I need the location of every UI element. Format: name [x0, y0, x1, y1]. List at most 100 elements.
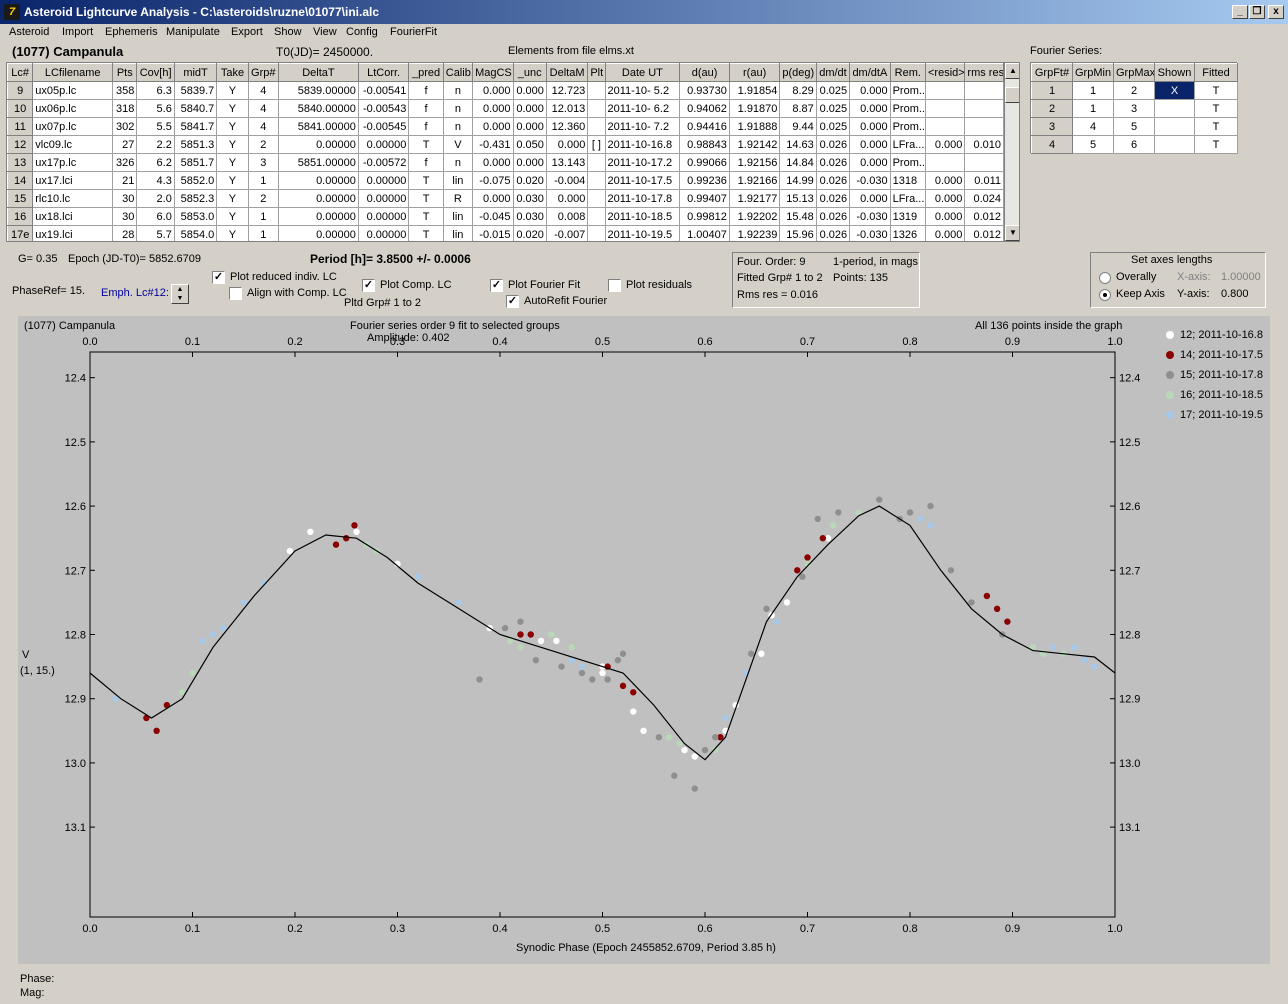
- lc-cell[interactable]: 12.013: [545, 99, 589, 118]
- lc-cell[interactable]: Y: [216, 225, 249, 241]
- lc-cell[interactable]: 0.000: [924, 171, 966, 190]
- lc-cell[interactable]: 2011-10-17.5: [604, 171, 681, 190]
- lc-col-header[interactable]: Rem.: [889, 63, 926, 82]
- lc-cell[interactable]: 0.026: [815, 171, 851, 190]
- lc-col-header[interactable]: dm/dtA: [849, 63, 891, 82]
- lc-cell[interactable]: f: [408, 117, 444, 136]
- lc-cell[interactable]: lin: [442, 207, 474, 226]
- lc-cell[interactable]: [587, 153, 606, 172]
- lc-cell[interactable]: -0.004: [545, 171, 589, 190]
- lc-cell[interactable]: 30: [112, 189, 138, 208]
- fourier-cell[interactable]: 2: [1113, 81, 1155, 100]
- fourier-cell[interactable]: 5: [1113, 117, 1155, 136]
- lc-cell[interactable]: 5852.0: [173, 171, 218, 190]
- lc-cell[interactable]: 0.99066: [679, 153, 730, 172]
- menu-export[interactable]: Export: [231, 26, 263, 38]
- lc-cell[interactable]: ux17p.lc: [32, 153, 114, 172]
- lc-cell[interactable]: -0.007: [545, 225, 589, 241]
- lc-cell[interactable]: 13.143: [545, 153, 589, 172]
- lc-cell[interactable]: 0.00000: [357, 135, 410, 154]
- lc-cell[interactable]: n: [442, 81, 474, 100]
- lc-row-header[interactable]: 14: [7, 171, 34, 190]
- lc-cell[interactable]: 302: [112, 117, 138, 136]
- lc-cell[interactable]: [964, 117, 1004, 136]
- lc-cell[interactable]: 5841.7: [173, 117, 218, 136]
- lc-cell[interactable]: 0.020: [512, 171, 547, 190]
- lc-row-header[interactable]: 11: [7, 117, 34, 136]
- lc-cell[interactable]: n: [442, 99, 474, 118]
- plot-comp-checkbox[interactable]: ✓: [362, 279, 375, 292]
- lc-table-row[interactable]: 13 ux17p.lc 326 6.2 5851.7 Y 3 5851.00000 -0.005…: [7, 153, 1004, 172]
- lc-cell[interactable]: 0.00000: [277, 225, 359, 241]
- lc-cell[interactable]: T: [408, 189, 444, 208]
- lc-cell[interactable]: 0.000: [545, 189, 589, 208]
- lc-col-header[interactable]: Lc#: [7, 63, 34, 82]
- menu-config[interactable]: Config: [346, 26, 378, 38]
- lc-cell[interactable]: 1.92202: [728, 207, 781, 226]
- lc-cell[interactable]: 0.011: [964, 171, 1004, 190]
- lc-cell[interactable]: [587, 117, 606, 136]
- lc-cell[interactable]: 0.000: [512, 81, 547, 100]
- lc-cell[interactable]: Y: [216, 135, 249, 154]
- lc-cell[interactable]: -0.030: [849, 225, 891, 241]
- lc-cell[interactable]: 0.000: [849, 135, 891, 154]
- lc-cell[interactable]: 27: [112, 135, 138, 154]
- lc-cell[interactable]: f: [408, 81, 444, 100]
- keep-axis-radio[interactable]: [1099, 289, 1111, 301]
- lc-cell[interactable]: Prom...: [889, 117, 926, 136]
- lc-cell[interactable]: 0.008: [545, 207, 589, 226]
- lc-cell[interactable]: 5.6: [136, 99, 175, 118]
- lc-cell[interactable]: 0.026: [815, 153, 851, 172]
- lc-cell[interactable]: 0.99407: [679, 189, 730, 208]
- lc-col-header[interactable]: midT: [173, 63, 218, 82]
- lc-cell[interactable]: 1.91854: [728, 81, 781, 100]
- fourier-cell[interactable]: T: [1194, 81, 1238, 100]
- lc-cell[interactable]: V: [442, 135, 474, 154]
- lc-cell[interactable]: 0.000: [472, 153, 514, 172]
- plot-residuals-checkbox[interactable]: [608, 279, 621, 292]
- lc-cell[interactable]: 1: [247, 225, 279, 241]
- lc-col-header[interactable]: dm/dt: [815, 63, 851, 82]
- lc-cell[interactable]: 0.026: [815, 189, 851, 208]
- lc-cell[interactable]: 0.000: [924, 189, 966, 208]
- lc-cell[interactable]: 0.000: [924, 207, 966, 226]
- lc-cell[interactable]: ux18.lci: [32, 207, 114, 226]
- lc-cell[interactable]: 12.723: [545, 81, 589, 100]
- lc-row-header[interactable]: 9: [7, 81, 34, 100]
- lc-cell[interactable]: 1.92142: [728, 135, 781, 154]
- menu-manipulate[interactable]: Manipulate: [166, 26, 220, 38]
- lc-row-header[interactable]: 16: [7, 207, 34, 226]
- lc-table-row[interactable]: 9 ux05p.lc 358 6.3 5839.7 Y 4 5839.00000 -0.0054…: [7, 81, 1004, 100]
- lc-cell[interactable]: 1318: [889, 171, 926, 190]
- lc-cell[interactable]: 2011-10-17.2: [604, 153, 681, 172]
- lc-cell[interactable]: [924, 153, 966, 172]
- lc-col-header[interactable]: Pts: [112, 63, 138, 82]
- lc-cell[interactable]: 0.000: [512, 99, 547, 118]
- lc-cell[interactable]: 0.00000: [277, 207, 359, 226]
- lc-cell[interactable]: T: [408, 207, 444, 226]
- lc-cell[interactable]: 0.000: [472, 117, 514, 136]
- lc-cell[interactable]: 4.3: [136, 171, 175, 190]
- lc-table-row[interactable]: 15 rlc10.lc 30 2.0 5852.3 Y 2 0.00000 0.00000 T R 0…: [7, 189, 1004, 208]
- lc-row-header[interactable]: 15: [7, 189, 34, 208]
- fourier-cell[interactable]: 5: [1072, 135, 1114, 154]
- fourier-cell[interactable]: 4: [1072, 117, 1114, 136]
- lc-cell[interactable]: [964, 99, 1004, 118]
- lc-cell[interactable]: 5840.00000: [277, 99, 359, 118]
- lc-cell[interactable]: [587, 225, 606, 241]
- lc-cell[interactable]: LFra...: [889, 135, 926, 154]
- fourier-row-header[interactable]: 4: [1031, 135, 1073, 154]
- lc-cell[interactable]: lin: [442, 225, 474, 241]
- lc-cell[interactable]: T: [408, 135, 444, 154]
- y-axis-value[interactable]: 0.800: [1221, 288, 1249, 300]
- lc-cell[interactable]: 2: [247, 189, 279, 208]
- lc-cell[interactable]: 1.91888: [728, 117, 781, 136]
- lc-cell[interactable]: 0.000: [924, 135, 966, 154]
- lc-cell[interactable]: 5839.00000: [277, 81, 359, 100]
- lc-cell[interactable]: ux06p.lc: [32, 99, 114, 118]
- lc-cell[interactable]: 5853.0: [173, 207, 218, 226]
- lc-cell[interactable]: 5840.7: [173, 99, 218, 118]
- lc-cell[interactable]: [924, 117, 966, 136]
